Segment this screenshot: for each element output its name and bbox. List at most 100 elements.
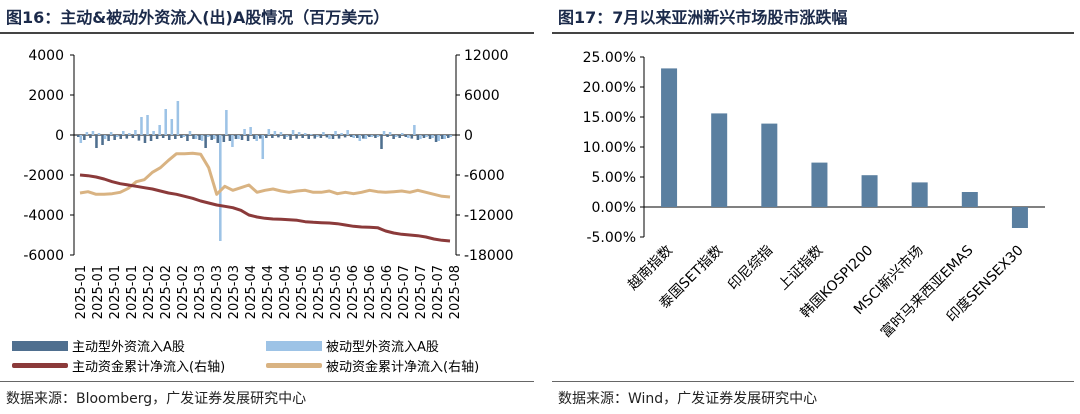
market-return-bar bbox=[711, 113, 728, 207]
active-flow-bar bbox=[131, 135, 135, 138]
passive-flow-bar bbox=[91, 131, 95, 135]
passive-flow-bar bbox=[85, 132, 89, 135]
legend-swatch-active-line bbox=[12, 363, 68, 368]
active-cumulative-line bbox=[79, 173, 451, 243]
x-tick-label: 2025-04 bbox=[278, 265, 293, 319]
active-flow-bar bbox=[422, 135, 426, 138]
passive-flow-bar bbox=[115, 135, 119, 137]
left-tick-label: -4000 bbox=[23, 208, 64, 224]
active-flow-bar bbox=[349, 135, 353, 137]
x-tick-label: 2025-06 bbox=[380, 265, 395, 319]
x-tick-label: 2025-07 bbox=[431, 265, 446, 319]
active-flow-bar bbox=[440, 135, 444, 139]
active-flow-bar bbox=[428, 135, 432, 139]
active-flow-bar bbox=[240, 135, 244, 140]
active-flow-bar bbox=[265, 135, 268, 138]
x-tick-label: 2025-06 bbox=[346, 265, 361, 319]
passive-flow-bar bbox=[437, 135, 440, 141]
left-tick-label: 0 bbox=[55, 128, 64, 144]
active-flow-bar bbox=[313, 135, 317, 139]
passive-flow-bar bbox=[291, 130, 295, 135]
market-return-bar bbox=[911, 182, 928, 207]
active-flow-bar bbox=[362, 135, 365, 139]
passive-flow-bar bbox=[255, 135, 258, 141]
active-flow-bar bbox=[107, 135, 110, 141]
passive-flow-bar bbox=[249, 127, 252, 135]
active-flow-bar bbox=[404, 135, 408, 137]
market-return-bar bbox=[961, 192, 978, 207]
passive-flow-bar bbox=[273, 131, 277, 135]
x-tick-label: 2025-03 bbox=[210, 265, 225, 319]
active-flow-bar bbox=[331, 135, 335, 139]
right-source-rule bbox=[552, 381, 1074, 382]
active-flow-bar bbox=[210, 135, 213, 140]
active-flow-bar bbox=[410, 135, 414, 139]
passive-flow-bar bbox=[194, 135, 198, 139]
right-tick-label: 6000 bbox=[464, 88, 500, 104]
active-flow-bar bbox=[192, 135, 195, 139]
left-tick-label: -6000 bbox=[23, 248, 64, 264]
passive-flow-bar bbox=[200, 135, 204, 141]
active-flow-bar bbox=[180, 135, 183, 138]
passive-flow-bar bbox=[322, 132, 325, 135]
passive-flow-bar bbox=[261, 135, 265, 159]
legend-swatch-active-bar bbox=[12, 340, 68, 351]
right-title-rule bbox=[552, 32, 1074, 34]
passive-flow-bar bbox=[97, 133, 101, 135]
passive-flow-bar bbox=[146, 115, 149, 135]
right-panel: 图17：7月以来亚洲新兴市场股市涨跌幅 25.00% 20.00% 15.00% 10… bbox=[552, 0, 1080, 414]
passive-flow-bar bbox=[449, 135, 453, 137]
passive-flow-bar bbox=[237, 135, 240, 139]
passive-flow-bar bbox=[152, 131, 155, 135]
passive-flow-bar bbox=[176, 101, 180, 135]
x-tick-label: 2025-01 bbox=[125, 265, 140, 319]
y-tick-label: 10.00% bbox=[583, 140, 636, 156]
active-flow-bar bbox=[295, 135, 298, 139]
y-tick-label: 0.00% bbox=[592, 200, 636, 216]
passive-flow-bar bbox=[158, 125, 161, 135]
active-flow-bar bbox=[222, 135, 226, 142]
passive-flow-bar bbox=[425, 135, 428, 137]
active-flow-bar bbox=[386, 135, 389, 137]
passive-flow-bar bbox=[334, 131, 337, 135]
right-source-note: 数据来源：Wind，广发证券发展研究中心 bbox=[558, 391, 818, 407]
active-flow-bar bbox=[301, 135, 304, 138]
passive-flow-bar bbox=[231, 135, 234, 147]
category-label: 上证指数 bbox=[775, 243, 826, 294]
passive-flow-bar bbox=[225, 110, 228, 135]
active-flow-bar bbox=[283, 135, 286, 139]
x-tick-label: 2025-05 bbox=[329, 265, 344, 319]
y-tick-label: 25.00% bbox=[583, 50, 636, 66]
left-tick-label: 2000 bbox=[28, 88, 64, 104]
active-flow-bar bbox=[392, 135, 395, 139]
active-flow-bar bbox=[119, 135, 122, 139]
active-flow-bar bbox=[374, 135, 377, 138]
asia-markets-chart: 25.00% 20.00% 15.00% 10.00% 5.00% 0.00% -5.00%… bbox=[583, 50, 1045, 341]
x-tick-label: 2025-01 bbox=[108, 265, 123, 319]
market-return-bar bbox=[1011, 207, 1028, 228]
active-flow-bar bbox=[83, 135, 86, 140]
legend-item-passive-bar: 被动型外资流入A股 bbox=[266, 336, 439, 355]
x-tick-label: 2025-05 bbox=[312, 265, 327, 319]
active-flow-bar bbox=[234, 135, 238, 139]
passive-flow-bar bbox=[140, 117, 143, 135]
active-flow-bar bbox=[174, 135, 177, 139]
passive-flow-bar bbox=[407, 135, 410, 138]
active-flow-bar bbox=[204, 135, 207, 148]
active-flow-bar bbox=[101, 135, 104, 145]
left-title-rule bbox=[0, 32, 534, 34]
active-flow-bar bbox=[337, 135, 341, 139]
right-tick-label: 0 bbox=[464, 128, 473, 144]
x-tick-label: 2025-03 bbox=[193, 265, 208, 319]
x-tick-label: 2025-03 bbox=[227, 265, 242, 319]
y-tick-label: 15.00% bbox=[583, 110, 636, 126]
x-tick-label: 2025-02 bbox=[176, 265, 191, 319]
active-flow-bar bbox=[446, 135, 450, 138]
x-tick-label: 2025-07 bbox=[414, 265, 429, 319]
active-flow-bar bbox=[398, 135, 401, 138]
active-flow-bar bbox=[271, 135, 274, 138]
y-tick-label: -5.00% bbox=[586, 230, 636, 246]
active-flow-bar bbox=[343, 135, 347, 138]
y-tick-label: 5.00% bbox=[592, 170, 636, 186]
right-tick-label: -6000 bbox=[464, 168, 505, 184]
